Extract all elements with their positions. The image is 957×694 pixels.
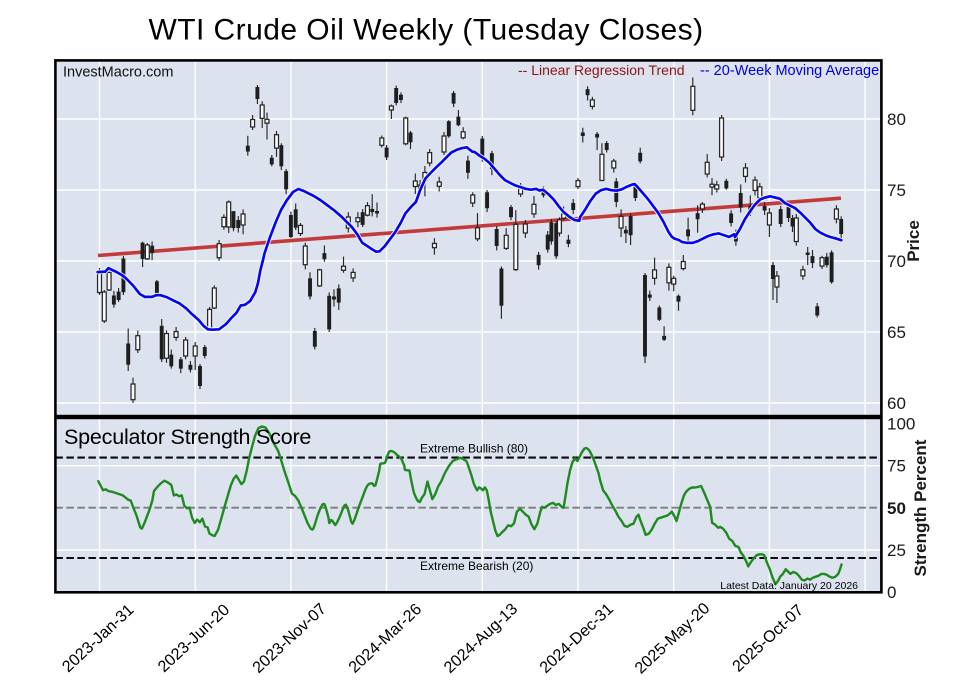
svg-text:Price: Price — [904, 220, 923, 262]
svg-text:100: 100 — [887, 415, 915, 434]
svg-text:75: 75 — [887, 457, 906, 476]
svg-text:75: 75 — [887, 181, 906, 200]
svg-text:65: 65 — [887, 323, 906, 342]
svg-text:70: 70 — [887, 252, 906, 271]
svg-text:-- 20-Week Moving Average: -- 20-Week Moving Average — [700, 63, 879, 79]
svg-text:WTI Crude Oil Weekly (Tuesday: WTI Crude Oil Weekly (Tuesday Closes) — [148, 14, 703, 47]
svg-text:-- Linear Regression Trend: -- Linear Regression Trend — [518, 62, 685, 78]
svg-text:Strength Percent: Strength Percent — [911, 439, 930, 576]
svg-text:InvestMacro.com: InvestMacro.com — [63, 65, 173, 81]
svg-text:Extreme Bearish (20): Extreme Bearish (20) — [420, 559, 533, 573]
svg-text:25: 25 — [887, 541, 906, 560]
svg-text:Latest Data: January 20 2026: Latest Data: January 20 2026 — [720, 580, 858, 592]
svg-text:0: 0 — [887, 583, 896, 602]
svg-text:60: 60 — [887, 394, 906, 413]
svg-text:80: 80 — [887, 110, 906, 129]
svg-text:Speculator Strength Score: Speculator Strength Score — [64, 425, 311, 449]
svg-text:50: 50 — [887, 499, 906, 518]
svg-text:Extreme Bullish (80): Extreme Bullish (80) — [420, 442, 528, 456]
